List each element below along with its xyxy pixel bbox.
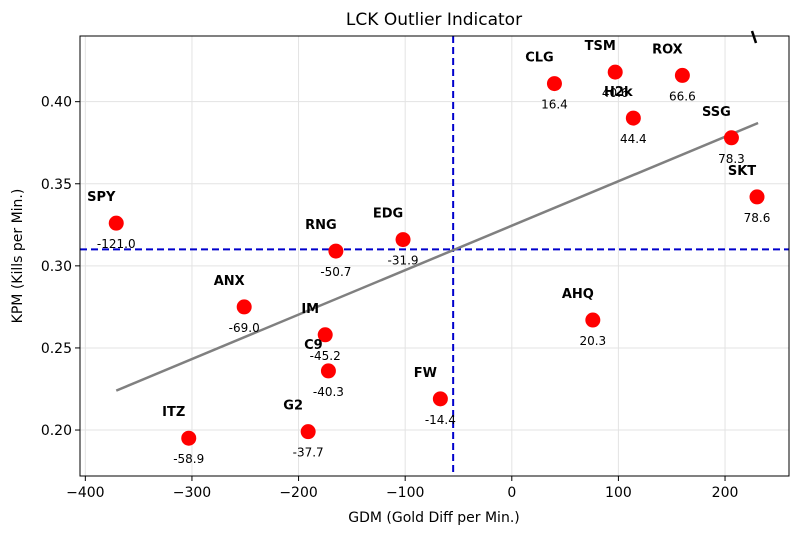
x-axis-title: GDM (Gold Diff per Min.): [348, 510, 520, 526]
value-label: -69.0: [229, 321, 260, 335]
team-label: AHQ: [562, 287, 594, 302]
team-label: SKT: [728, 164, 756, 179]
grid-lines: [80, 36, 789, 476]
data-point: [236, 299, 252, 315]
trend-line-group: [115, 121, 759, 392]
data-point: [108, 215, 124, 231]
team-label: G2: [283, 399, 303, 414]
data-point: [546, 76, 562, 92]
data-point: [317, 327, 333, 343]
data-point: [625, 110, 641, 126]
y-tick-label: 0.40: [41, 95, 72, 111]
x-tick-label: −100: [386, 485, 424, 501]
x-tick-label: −300: [173, 485, 211, 501]
chart-title: LCK Outlier Indicator: [346, 10, 522, 30]
y-tick-label: 0.25: [41, 341, 72, 357]
y-axis-title: KPM (Kills per Min.): [10, 189, 26, 324]
data-point: [607, 64, 623, 80]
data-point: [674, 67, 690, 83]
value-label: 20.3: [579, 334, 606, 348]
x-tick-label: 100: [605, 485, 632, 501]
y-tick-label: 0.30: [41, 259, 72, 275]
team-label: FW: [414, 366, 437, 381]
data-point: [181, 430, 197, 446]
data-point: [432, 391, 448, 407]
plot-frame: [79, 35, 790, 477]
data-point: [585, 312, 601, 328]
data-point: [723, 130, 739, 146]
value-label: -50.7: [320, 265, 351, 279]
trend-line: [115, 121, 759, 392]
team-label: SSG: [702, 105, 731, 120]
data-point: [300, 424, 316, 440]
value-label: -40.3: [313, 385, 344, 399]
team-label: ROX: [652, 42, 683, 57]
value-label: 78.6: [744, 211, 771, 225]
team-label: H2k: [604, 85, 633, 100]
value-label: -31.9: [388, 254, 419, 268]
data-points: [108, 64, 765, 446]
x-tick-label: −400: [66, 485, 104, 501]
value-label: 16.4: [541, 98, 568, 112]
data-point: [749, 189, 765, 205]
value-label: -14.4: [425, 413, 456, 427]
data-point: [328, 243, 344, 259]
value-label: -58.9: [173, 452, 204, 466]
data-point: [395, 232, 411, 248]
data-point: [320, 363, 336, 379]
team-label: TSM: [585, 39, 616, 54]
team-label: C9: [304, 338, 323, 353]
team-label: RNG: [305, 218, 337, 233]
x-tick-label: −200: [279, 485, 317, 501]
y-tick-label: 0.20: [41, 423, 72, 439]
x-tick-label: 200: [712, 485, 739, 501]
team-label: CLG: [525, 51, 554, 66]
value-label: 78.3: [718, 152, 745, 166]
point-labels: SPY-121.0ITZ-58.9ANX-69.0G2-37.7IM-45.2C…: [87, 39, 770, 466]
value-label: 40.6: [602, 86, 629, 100]
value-label: -37.7: [293, 446, 324, 460]
value-label: -121.0: [97, 237, 136, 251]
y-tick-label: 0.35: [41, 177, 72, 193]
value-label: 66.6: [669, 89, 696, 103]
team-label: EDG: [373, 207, 403, 222]
team-label: IM: [301, 302, 319, 317]
team-label: ITZ: [162, 405, 185, 420]
team-label: ANX: [214, 274, 245, 289]
value-label: 44.4: [620, 132, 647, 146]
x-tick-label: 0: [507, 485, 516, 501]
value-label: -45.2: [310, 349, 341, 363]
reference-lines: [80, 36, 789, 476]
axis-ticks: −400 −300 −200 −100 0 100 200 0.20 0.25 0.30 0.35 0…: [41, 95, 739, 501]
tick-mark-fragment: [750, 30, 758, 44]
team-label: SPY: [87, 190, 116, 205]
